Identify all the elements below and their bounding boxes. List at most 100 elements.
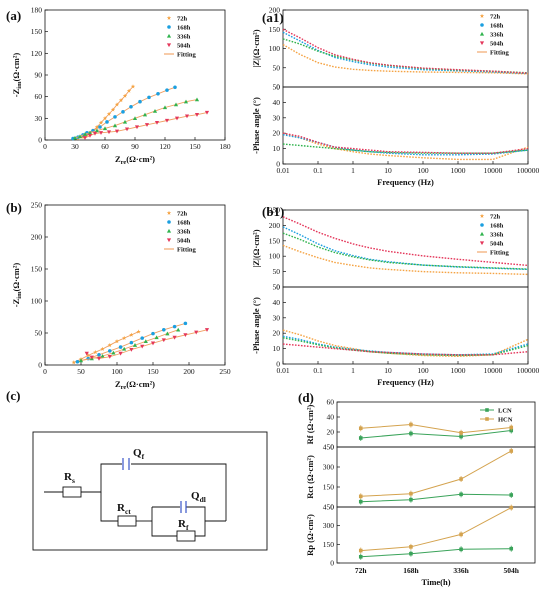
y-tick-label: 20: [273, 329, 281, 338]
chart-d_rct: 0 150 300 450 Rct (Ω·cm²): [305, 443, 536, 512]
data-point-HCN: [358, 426, 363, 431]
y-tick-label: 0: [276, 83, 280, 92]
data-point-504h: [140, 344, 145, 349]
y-tick-label: 0: [330, 503, 334, 512]
label-rf: Rf: [178, 518, 189, 532]
data-point-LCN: [358, 436, 363, 440]
data-point-504h: [92, 131, 98, 136]
resistor-rct: [117, 515, 137, 527]
data-point-72h: [114, 339, 120, 344]
data-point-HCN: [459, 430, 463, 435]
data-point-HCN: [409, 545, 413, 549]
data-point-504h: [184, 114, 190, 119]
legend-label-336h: 336h: [490, 232, 504, 239]
data-point-504h: [89, 355, 94, 360]
legend-label-504h: 504h: [177, 43, 191, 50]
y-tick-label: 10: [273, 344, 281, 353]
legend-label-168h: 168h: [177, 220, 191, 227]
data-point-LCN: [358, 499, 363, 504]
y-tick-label: 450: [323, 443, 335, 452]
data-point-168h: [129, 340, 134, 345]
y-tick-label: 30: [35, 114, 43, 123]
panel-label-d: (d): [298, 390, 314, 405]
chart-a: 0 30 60 90 120 150 180 0 30 60 90 120 150 180 -Zim(Ω·c…: [11, 6, 231, 167]
y-tick-label: 0: [38, 136, 42, 145]
circuit-wire-qf-out: [131, 463, 227, 521]
x-tick-label: 60: [101, 142, 109, 151]
data-point-72h: [106, 111, 112, 116]
y-tick-label: 60: [35, 92, 43, 101]
series-line-504h: [282, 343, 529, 356]
y-tick-label: 50: [35, 329, 43, 338]
data-point-504h: [204, 110, 210, 115]
data-point-504h: [82, 136, 88, 140]
plot-frame: [44, 9, 226, 141]
plot-frame: [44, 204, 226, 366]
legend-marker-504h: [479, 41, 485, 46]
x-tick-label: 0.01: [276, 366, 289, 375]
y-axis-title: Rf (Ω·cm²): [305, 404, 315, 444]
data-point-168h: [129, 104, 133, 109]
legend: 72h 168h 336h 504h Fitting: [164, 16, 197, 59]
data-point-504h: [124, 127, 130, 132]
data-point-72h: [102, 116, 108, 121]
x-tick-label: 504h: [504, 566, 520, 575]
series-line-168h: [282, 226, 529, 271]
x-tick-label: 0.1: [313, 166, 323, 175]
y-tick-label: 0: [330, 559, 334, 568]
series-line-72h: [282, 329, 529, 358]
resistor-rf: [176, 530, 196, 542]
x-axis-title: Frequency (Hz): [377, 377, 434, 387]
y-axis-title: Rct (Ω·cm²): [305, 455, 315, 499]
data-point-HCN: [509, 425, 514, 430]
y-tick-label: 200: [269, 221, 281, 230]
y-tick-label: 10: [273, 144, 281, 153]
label-rs: Rs: [64, 471, 75, 485]
y-tick-label: 100: [31, 297, 43, 306]
plot-layer: 0 30 60 90 120 150 1800306090120150180-Zim(Ω·c…: [11, 6, 540, 588]
x-axis-title: Time(h): [421, 577, 450, 587]
y-tick-label: 20: [273, 129, 281, 138]
data-point-504h: [129, 347, 134, 352]
data-point-336h: [183, 99, 189, 104]
data-point-72h: [93, 349, 98, 355]
data-point-336h: [77, 134, 83, 139]
data-point-168h: [118, 345, 123, 349]
data-point-72h: [136, 329, 141, 334]
legend-label-fitting: Fitting: [490, 250, 510, 257]
y-tick-label: 300: [323, 521, 335, 530]
legend-marker-168h: [167, 220, 171, 224]
data-point-72h: [80, 134, 86, 139]
chart-d_rf: 0 20 40 60 Rf (Ω·cm²) LCN HCN: [305, 398, 536, 452]
data-point-72h: [122, 335, 127, 340]
legend: 72h 168h 336h 504h Fitting: [164, 211, 197, 254]
equivalent-circuit: Rs Qf Rct Qdl Rf: [32, 431, 268, 551]
legend-marker-336h: [479, 31, 485, 36]
circuit-wire-qdl-out: [186, 506, 206, 537]
series-line-336h: [282, 232, 529, 270]
data-point-72h: [126, 88, 132, 93]
y-tick-label: 60: [327, 398, 335, 407]
x-axis-title: Zre(Ω·cm²): [115, 154, 155, 166]
data-point-168h: [108, 349, 112, 353]
data-point-LCN: [459, 434, 463, 439]
data-point-336h: [173, 102, 179, 107]
legend-marker-168h: [167, 25, 171, 29]
data-point-72h: [94, 124, 100, 129]
data-point-504h: [96, 356, 102, 361]
legend: LCN HCN: [480, 408, 513, 424]
legend-marker-504h: [479, 241, 485, 246]
panel-label-c: (c): [6, 388, 20, 403]
y-tick-label: 50: [273, 283, 281, 292]
legend-label-168h: 168h: [490, 23, 504, 30]
panel-label-b1: (b1): [262, 204, 284, 219]
data-point-72h: [107, 342, 112, 348]
y-tick-label: 150: [31, 265, 43, 274]
data-point-LCN: [358, 554, 363, 559]
data-point-72h: [84, 132, 90, 137]
x-tick-label: 250: [219, 367, 231, 376]
x-tick-label: 50: [77, 367, 85, 376]
y-tick-label: 150: [269, 236, 281, 245]
legend-marker-504h: [166, 238, 172, 243]
legend-marker-168h: [480, 223, 484, 227]
